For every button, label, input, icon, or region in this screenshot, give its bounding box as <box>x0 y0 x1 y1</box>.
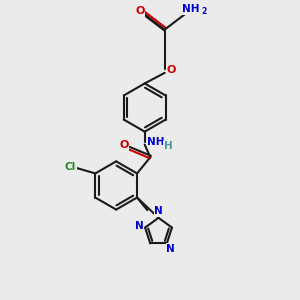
Text: NH: NH <box>147 137 165 147</box>
Text: O: O <box>119 140 128 151</box>
Text: O: O <box>135 6 145 16</box>
Text: Cl: Cl <box>65 162 76 172</box>
Text: N: N <box>135 220 143 231</box>
Text: 2: 2 <box>202 8 207 16</box>
Text: H: H <box>164 141 172 152</box>
Text: O: O <box>167 65 176 75</box>
Text: N: N <box>166 244 175 254</box>
Text: NH: NH <box>182 4 199 14</box>
Text: N: N <box>154 206 163 216</box>
